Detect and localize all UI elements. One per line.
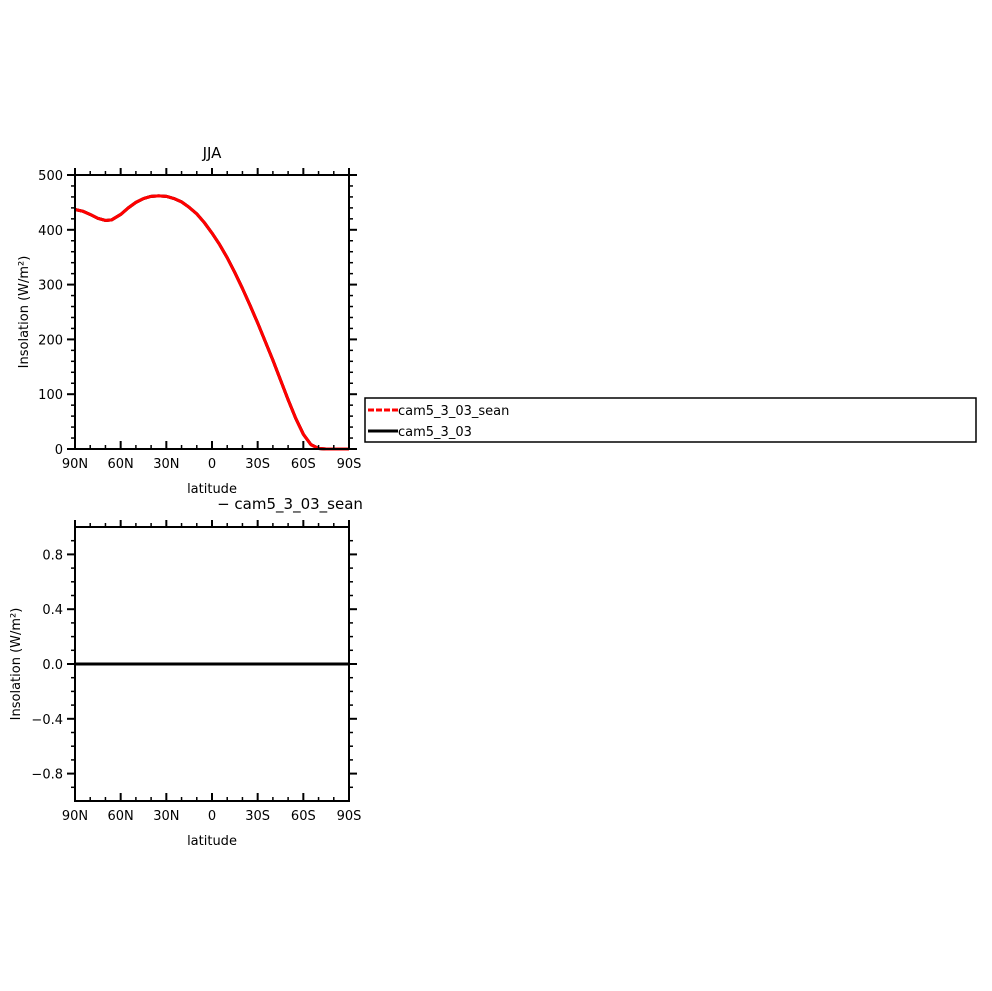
x-tick-label: 60N xyxy=(108,457,134,472)
y-tick-label: 500 xyxy=(38,169,63,184)
x-tick-label: 60N xyxy=(108,809,134,824)
legend: cam5_3_03_sean cam5_3_03 xyxy=(364,397,977,443)
y-tick-label: 300 xyxy=(38,279,63,294)
y-axis-label: Insolation (W/m²) xyxy=(9,608,24,721)
x-tick-label: 30N xyxy=(153,457,179,472)
x-tick-label: 30N xyxy=(153,809,179,824)
x-axis-label: latitude xyxy=(187,834,237,849)
y-tick-label: 400 xyxy=(38,224,63,239)
x-tick-label: 0 xyxy=(208,809,216,824)
x-tick-label: 30S xyxy=(245,457,270,472)
panel-2: − cam5_3_03_sean 90N 60N 30N 0 30S 60S 90S −0.8 −… xyxy=(9,495,363,849)
x-tick-label: 90N xyxy=(62,809,88,824)
y-tick-label: 200 xyxy=(38,333,63,348)
y-axis-label: Insolation (W/m²) xyxy=(17,256,32,369)
x-axis-label: latitude xyxy=(187,482,237,497)
x-tick-label: 90N xyxy=(62,457,88,472)
y-tick-label: 100 xyxy=(38,388,63,403)
legend-box xyxy=(364,397,977,443)
y-tick-label: −0.8 xyxy=(31,768,63,783)
y-tick-label: 0.8 xyxy=(42,548,63,563)
legend-label-1: cam5_3_03_sean xyxy=(398,404,509,419)
x-tick-label: 0 xyxy=(208,457,216,472)
legend-label-2: cam5_3_03 xyxy=(398,425,472,440)
y-tick-label: 0.4 xyxy=(42,603,63,618)
x-tick-label: 30S xyxy=(245,809,270,824)
y-tick-label: 0 xyxy=(55,443,63,458)
y-tick-label: −0.4 xyxy=(31,713,63,728)
x-tick-label: 60S xyxy=(291,457,316,472)
x-tick-label: 90S xyxy=(337,457,362,472)
x-tick-label: 60S xyxy=(291,809,316,824)
x-tick-label: 90S xyxy=(337,809,362,824)
chart-title: JJA xyxy=(202,144,223,162)
y-tick-label: 0.0 xyxy=(42,658,63,673)
panel-1: JJA 90N 60N 30N 0 30S 60S 90S 0 100 200 300 400 500 la… xyxy=(17,144,361,497)
series-line-overlay xyxy=(74,194,349,451)
chart-title: − cam5_3_03_sean xyxy=(217,495,363,514)
